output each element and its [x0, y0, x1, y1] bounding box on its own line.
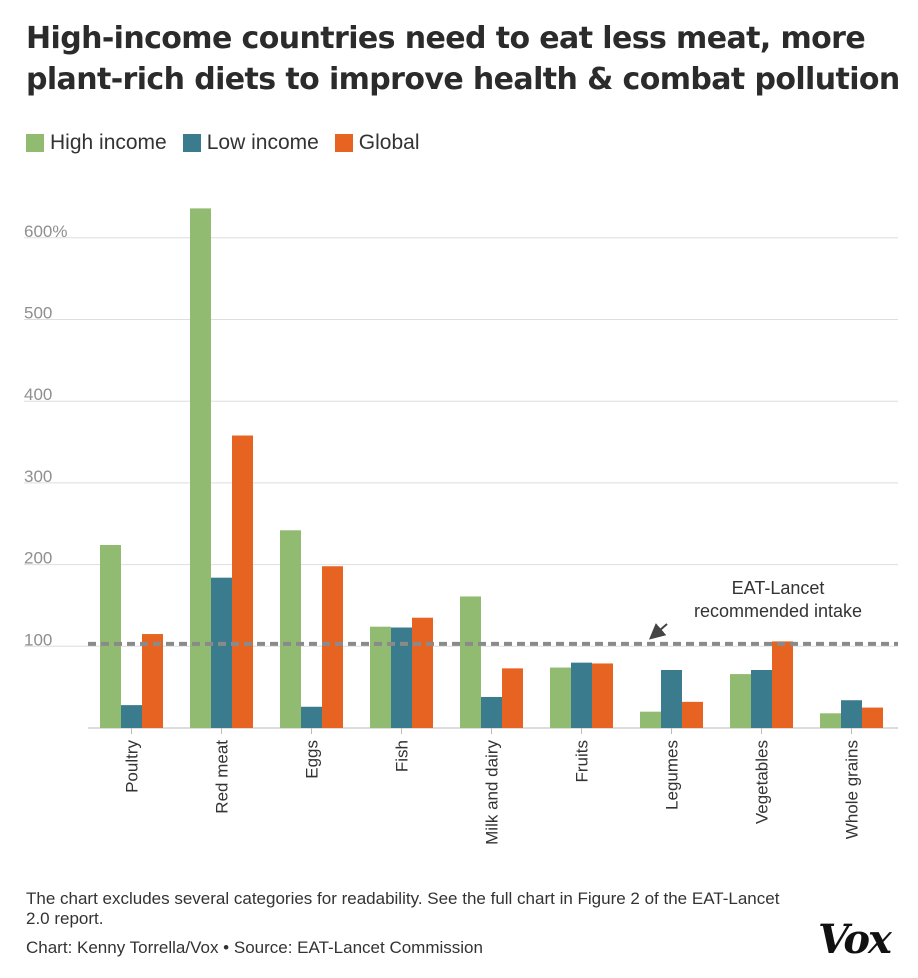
bar-low-income-fruits — [571, 662, 592, 728]
reference-line-group: EAT-Lancet recommended intake — [88, 578, 898, 646]
legend: High income Low income Global — [26, 131, 436, 155]
bar-high-income-legumes — [640, 711, 661, 728]
bar-global-milk-and-dairy — [502, 668, 523, 728]
legend-swatch-low-income — [182, 134, 201, 152]
reference-label: EAT-Lancet — [732, 578, 825, 598]
bar-high-income-poultry — [100, 544, 121, 728]
x-tick-label: Fish — [393, 740, 412, 772]
bar-low-income-poultry — [121, 705, 142, 728]
bar-low-income-fish — [391, 627, 412, 728]
legend-item-global: Global — [334, 131, 420, 155]
bar-high-income-vegetables — [730, 674, 751, 728]
bar-global-eggs — [322, 566, 343, 728]
x-tick-label: Vegetables — [753, 740, 772, 824]
bar-high-income-fruits — [550, 667, 571, 728]
x-tick-label: Legumes — [663, 740, 682, 810]
chart-title: High-income countries need to eat less m… — [26, 21, 900, 97]
bar-global-vegetables — [772, 641, 793, 728]
bar-low-income-red-meat — [211, 577, 232, 728]
chart-credit: Chart: Kenny Torrella/Vox • Source: EAT-… — [26, 938, 483, 957]
bar-global-poultry — [142, 634, 163, 728]
bar-low-income-vegetables — [751, 669, 772, 728]
y-tick-label: 400 — [24, 385, 52, 404]
chart-note: The chart excludes several categories fo… — [26, 889, 780, 928]
bar-global-legumes — [682, 701, 703, 728]
legend-label-global: Global — [358, 131, 420, 154]
x-tick-label: Fruits — [573, 740, 592, 783]
reference-arrow — [648, 623, 668, 640]
y-axis-labels: 100 200 300 400 500 600% — [24, 222, 67, 649]
y-tick-label: 500 — [24, 304, 52, 323]
x-tick-label: Milk and dairy — [483, 740, 502, 845]
legend-label-low-income: Low income — [206, 131, 319, 154]
bar-global-red-meat — [232, 435, 253, 728]
y-tick-label: 300 — [24, 467, 52, 486]
bar-global-fish — [412, 617, 433, 728]
y-tick-label: 100 — [24, 630, 52, 649]
bar-low-income-legumes — [661, 669, 682, 728]
legend-label-high-income: High income — [50, 131, 167, 154]
legend-swatch-global — [334, 134, 353, 152]
reference-label: recommended intake — [694, 601, 862, 621]
bar-global-whole-grains — [862, 707, 883, 728]
y-tick-label: 600% — [24, 222, 67, 241]
bar-low-income-milk-and-dairy — [481, 696, 502, 728]
legend-item-high-income: High income — [26, 131, 167, 155]
bars — [100, 208, 883, 728]
bar-high-income-eggs — [280, 530, 301, 728]
x-axis-labels: Poultry Red meat Eggs Fish Milk and dairy Fru… — [123, 740, 862, 845]
y-tick-label: 200 — [24, 549, 52, 568]
x-tick-label: Eggs — [303, 740, 322, 779]
x-tick-label: Poultry — [123, 740, 142, 793]
bar-high-income-fish — [370, 626, 391, 728]
legend-swatch-high-income — [26, 134, 44, 152]
bar-high-income-red-meat — [190, 208, 211, 728]
bar-low-income-whole-grains — [841, 700, 862, 728]
x-tick-label: Whole grains — [843, 740, 862, 839]
bar-high-income-milk-and-dairy — [460, 596, 481, 728]
bar-low-income-eggs — [301, 706, 322, 728]
bar-chart: 100 200 300 400 500 600% EAT-Lancet recommende… — [24, 208, 898, 845]
vox-logo: Vox — [818, 916, 892, 963]
x-tick-label: Red meat — [213, 740, 232, 814]
legend-item-low-income: Low income — [182, 131, 319, 155]
bar-high-income-whole-grains — [820, 713, 841, 728]
bar-global-fruits — [592, 663, 613, 728]
